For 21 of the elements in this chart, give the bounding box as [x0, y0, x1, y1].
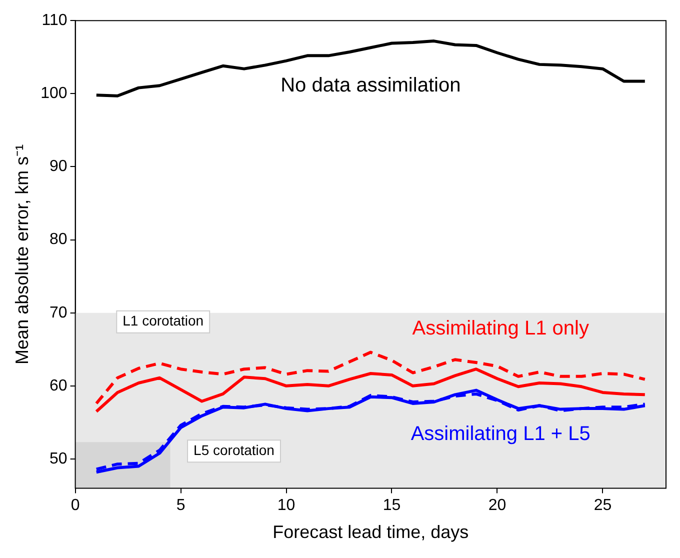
band-label: L5 corotation — [194, 442, 274, 458]
x-tick-label: 25 — [594, 497, 612, 514]
line-series — [94, 350, 646, 405]
band-label: L1 corotation — [122, 312, 204, 329]
x-tick-label: 10 — [277, 497, 296, 514]
y-tick-label: 50 — [50, 450, 68, 468]
x-axis-title: Forecast lead time, days — [272, 522, 469, 542]
y-axis-title: Mean absolute error, km s⁻¹ — [12, 144, 32, 364]
y-tick-label: 60 — [50, 377, 68, 394]
x-tick-label: 5 — [176, 497, 186, 514]
x-tick-label: 15 — [382, 497, 401, 514]
x-tick-label: 20 — [488, 497, 506, 514]
y-tick-label: 80 — [50, 231, 68, 248]
y-tick-label: 70 — [50, 304, 68, 322]
series-label: No data assimilation — [280, 74, 461, 97]
y-tick-label: 110 — [42, 12, 68, 30]
x-tick-label: 0 — [70, 497, 80, 514]
y-tick-label: 100 — [40, 85, 68, 102]
series-label: Assimilating L1 + L5 — [410, 422, 590, 445]
y-tick-label: 90 — [50, 158, 68, 176]
text: Assimilating L1 only — [412, 318, 589, 340]
